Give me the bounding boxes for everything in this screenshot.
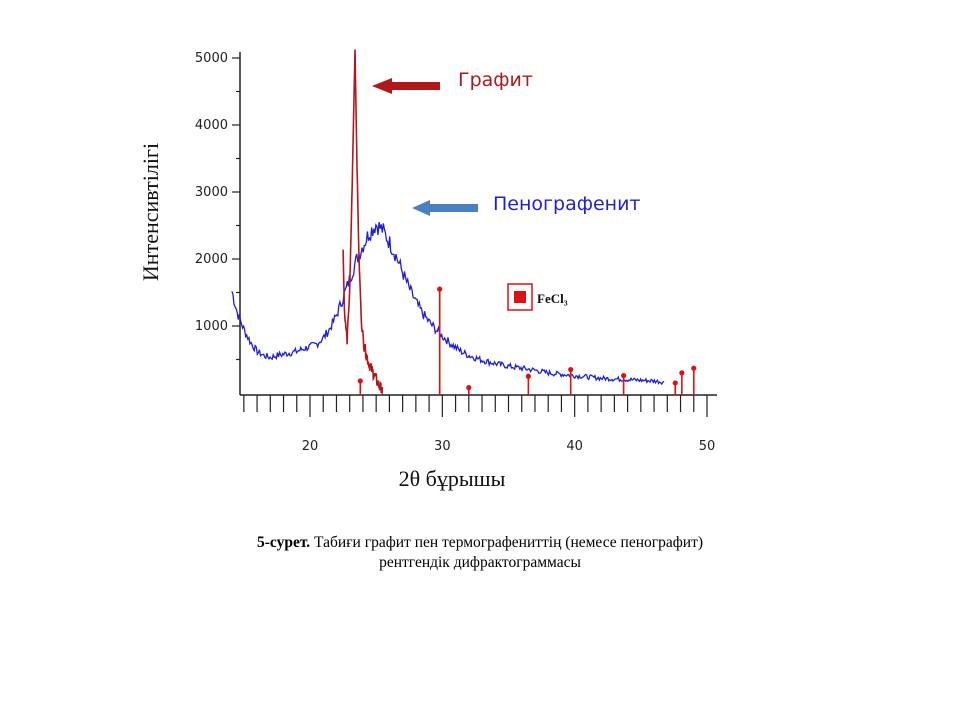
caption-number: 5-сурет.	[257, 534, 311, 551]
penographenite-series-line	[231, 222, 665, 386]
fecl3-point	[437, 286, 443, 292]
caption-line2: рентгендік дифрактограммасы	[379, 554, 581, 571]
x-tick-label: 20	[302, 439, 319, 454]
fecl3-point	[466, 385, 472, 391]
fecl3-point	[691, 365, 697, 371]
fecl3-point	[568, 366, 574, 373]
figure-caption: 5-сурет. Табиғи графит пен термографенит…	[0, 533, 960, 573]
fecl3-point	[357, 378, 363, 384]
legend-box	[507, 283, 533, 311]
penographenite-label: Пенографенит	[493, 193, 640, 215]
caption-line1: Табиғи графит пен термографениттің (неме…	[310, 534, 703, 551]
legend-label: FeCl₃	[537, 291, 568, 306]
y-tick-label: 1000	[195, 319, 228, 334]
y-axis-title: Интенсивтілігі	[138, 143, 163, 281]
graphite-series-line	[342, 49, 384, 396]
fecl3-point	[679, 370, 685, 376]
graphite-label: Графит	[458, 69, 533, 91]
y-tick-label: 3000	[195, 185, 228, 200]
annotation-layer: Графит Пенографенит FeCl₃	[372, 69, 640, 311]
x-axis-title: 2θ бұрышы	[399, 466, 506, 491]
fecl3-point	[525, 373, 531, 379]
x-tick-label: 40	[566, 439, 583, 454]
fecl3-point	[621, 372, 627, 379]
x-tick-label: 50	[699, 439, 716, 454]
legend-swatch	[514, 291, 526, 303]
fecl3-point	[672, 380, 678, 386]
chart-axes: 1000 2000 3000 4000 5000 20 30 40 50	[195, 51, 717, 454]
penographenite-arrow-icon	[412, 200, 478, 216]
y-tick-label: 4000	[195, 118, 228, 133]
y-tick-label: 5000	[195, 51, 228, 66]
series-layer	[231, 49, 697, 396]
graphite-arrow-icon	[372, 78, 440, 94]
y-tick-label: 2000	[195, 252, 228, 267]
x-tick-label: 30	[434, 439, 451, 454]
